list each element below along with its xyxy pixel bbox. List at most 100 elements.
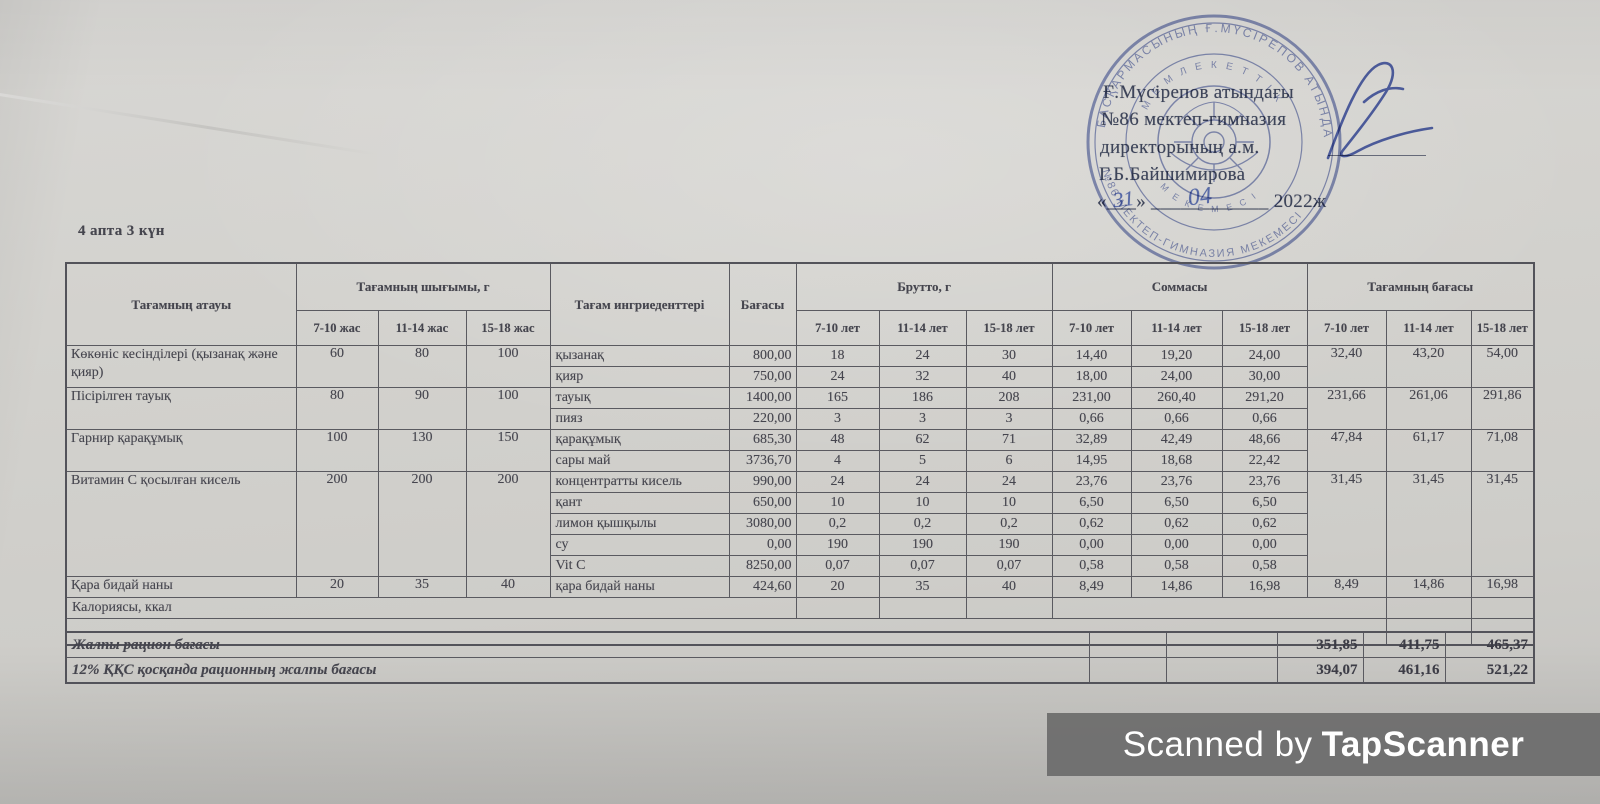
sum-cell: 23,76 bbox=[1221, 471, 1308, 493]
col-header-brutto: Брутто, г bbox=[795, 262, 1053, 311]
dish-price-cell: 291,86 bbox=[1470, 387, 1535, 430]
ingredient-price-cell: 0,00 bbox=[728, 534, 797, 556]
dish-price-cell: 16,98 bbox=[1470, 576, 1535, 598]
ingredient-cell: пияз bbox=[549, 408, 730, 430]
brutto-cell: 186 bbox=[878, 387, 967, 409]
totals-table: Жалпы рацион бағасы 351,85 411,75 465,37… bbox=[65, 631, 1535, 684]
brutto-cell: 20 bbox=[795, 576, 880, 598]
empty-cell bbox=[1088, 657, 1167, 684]
menu-row: лимон қышқылы 3080,00 0,2 0,2 0,2 0,62 0,62 0,6… bbox=[66, 513, 1534, 535]
approval-line-2: №86 мектеп-гимназия bbox=[1101, 109, 1287, 130]
brutto-cell: 30 bbox=[965, 345, 1053, 367]
brutto-cell: 190 bbox=[795, 534, 880, 556]
menu-table-head: Тағамның атауы Тағамның шығымы, г Тағам … bbox=[65, 262, 1535, 346]
sum-cell: 6,50 bbox=[1051, 492, 1132, 514]
menu-row: пияз 220,00 3 3 3 0,66 0,66 0,66 bbox=[66, 408, 1534, 430]
sum-cell: 0,66 bbox=[1221, 408, 1308, 430]
dish-price-cell: 14,86 bbox=[1385, 576, 1472, 598]
empty-cell bbox=[1165, 631, 1278, 658]
ingredient-cell: қара бидай наны bbox=[549, 576, 730, 598]
brutto-cell: 24 bbox=[878, 345, 967, 367]
yield-cell: 200 bbox=[465, 471, 551, 577]
brutto-cell: 32 bbox=[878, 366, 967, 388]
dish-price-cell: 261,06 bbox=[1385, 387, 1472, 430]
empty-cell bbox=[1470, 597, 1535, 619]
yield-cell: 100 bbox=[465, 345, 551, 388]
ingredient-price-cell: 8250,00 bbox=[728, 555, 797, 577]
ingredient-cell: лимон қышқылы bbox=[549, 513, 730, 535]
age-header: 11-14 лет bbox=[1385, 310, 1472, 346]
age-header: 11-14 лет bbox=[1130, 310, 1223, 346]
total-value: 521,22 bbox=[1444, 657, 1535, 684]
age-header: 7-10 лет bbox=[795, 310, 880, 346]
ingredient-cell: Vit C bbox=[549, 555, 730, 577]
col-header-price: Бағасы bbox=[728, 262, 797, 346]
ingredient-cell: сары май bbox=[549, 450, 730, 472]
ingredient-cell: қант bbox=[549, 492, 730, 514]
brutto-cell: 3 bbox=[878, 408, 967, 430]
brutto-cell: 71 bbox=[965, 429, 1053, 451]
brutto-cell: 0,07 bbox=[878, 555, 967, 577]
sum-cell: 42,49 bbox=[1130, 429, 1223, 451]
yield-cell: 40 bbox=[465, 576, 551, 598]
age-header: 15-18 лет bbox=[1470, 310, 1535, 346]
ingredient-cell: су bbox=[549, 534, 730, 556]
menu-row: Қара бидай наны 20 35 40 қара бидай наны 424,… bbox=[65, 576, 1535, 598]
calories-row: Калориясы, ккал bbox=[65, 597, 1535, 619]
yield-cell: 150 bbox=[465, 429, 551, 472]
menu-row: су 0,00 190 190 190 0,00 0,00 0,00 bbox=[66, 534, 1534, 556]
menu-row: Көкөніс кесінділері (қызанақ және қияр) 6… bbox=[65, 345, 1535, 388]
sum-cell: 0,58 bbox=[1221, 555, 1308, 577]
brutto-cell: 5 bbox=[878, 450, 967, 472]
ingredient-cell: концентратты кисель bbox=[549, 471, 730, 493]
menu-table: Тағамның атауы Тағамның шығымы, г Тағам … bbox=[65, 262, 1536, 646]
yield-cell: 20 bbox=[295, 576, 379, 598]
age-header: 7-10 лет bbox=[1306, 310, 1387, 346]
brutto-cell: 3 bbox=[795, 408, 880, 430]
menu-table-body: Көкөніс кесінділері (қызанақ және қияр) 6… bbox=[65, 345, 1535, 598]
ingredient-price-cell: 3736,70 bbox=[728, 450, 797, 472]
empty-cell bbox=[1088, 631, 1167, 658]
ingredient-price-cell: 424,60 bbox=[728, 576, 797, 598]
sum-cell: 22,42 bbox=[1221, 450, 1308, 472]
total-label: 12% ҚҚС қосқанда рационның жалпы бағасы bbox=[65, 657, 1090, 684]
brutto-cell: 3 bbox=[965, 408, 1053, 430]
sum-cell: 24,00 bbox=[1130, 366, 1223, 388]
total-row: 12% ҚҚС қосқанда рационның жалпы бағасы … bbox=[65, 657, 1535, 684]
dish-price-cell: 43,20 bbox=[1385, 345, 1472, 388]
brutto-cell: 24 bbox=[965, 471, 1053, 493]
total-value: 394,07 bbox=[1276, 657, 1364, 684]
official-stamp: БАСҚАРМАСЫНЫҢ Ғ.МҮСІРЕПОВ АТЫНДАҒЫ №86 М… bbox=[1078, 6, 1342, 270]
brutto-cell: 190 bbox=[878, 534, 967, 556]
table-caption: 4 апта 3 күн bbox=[78, 223, 165, 239]
ingredient-price-cell: 1400,00 bbox=[728, 387, 797, 409]
age-header: 15-18 лет bbox=[1221, 310, 1308, 346]
sum-cell: 6,50 bbox=[1130, 492, 1223, 514]
brutto-cell: 0,07 bbox=[965, 555, 1053, 577]
empty-cell bbox=[1165, 657, 1278, 684]
ingredient-price-cell: 220,00 bbox=[728, 408, 797, 430]
yield-cell: 200 bbox=[295, 471, 379, 577]
yield-cell: 60 bbox=[295, 345, 379, 388]
brutto-cell: 10 bbox=[795, 492, 880, 514]
total-label: Жалпы рацион бағасы bbox=[65, 631, 1090, 658]
sum-cell: 0,62 bbox=[1221, 513, 1308, 535]
menu-row: Пісірілген тауық 80 90 100 тауық 1400,00 165 18… bbox=[65, 387, 1535, 430]
sum-cell: 0,00 bbox=[1221, 534, 1308, 556]
svg-text:№86 МЕКТЕП-ГИМНАЗИЯ МЕКЕМЕСІ: №86 МЕКТЕП-ГИМНАЗИЯ МЕКЕМЕСІ bbox=[1100, 168, 1306, 260]
dish-price-cell: 8,49 bbox=[1306, 576, 1387, 598]
sum-cell: 0,62 bbox=[1051, 513, 1132, 535]
dish-price-cell: 31,45 bbox=[1385, 471, 1472, 577]
sum-cell: 23,76 bbox=[1051, 471, 1132, 493]
brutto-cell: 6 bbox=[965, 450, 1053, 472]
col-header-ingredients: Тағам ингриеденттері bbox=[549, 262, 730, 346]
signature-line bbox=[1328, 137, 1426, 156]
brutto-cell: 18 bbox=[795, 345, 880, 367]
yield-cell: 90 bbox=[377, 387, 467, 430]
ingredient-price-cell: 685,30 bbox=[728, 429, 797, 451]
approval-line-1: Ғ.Мүсірепов атындағы bbox=[1103, 82, 1294, 103]
yield-cell: 100 bbox=[465, 387, 551, 430]
sum-cell: 24,00 bbox=[1221, 345, 1308, 367]
empty-cell bbox=[965, 597, 1053, 619]
total-value: 411,75 bbox=[1362, 631, 1446, 658]
